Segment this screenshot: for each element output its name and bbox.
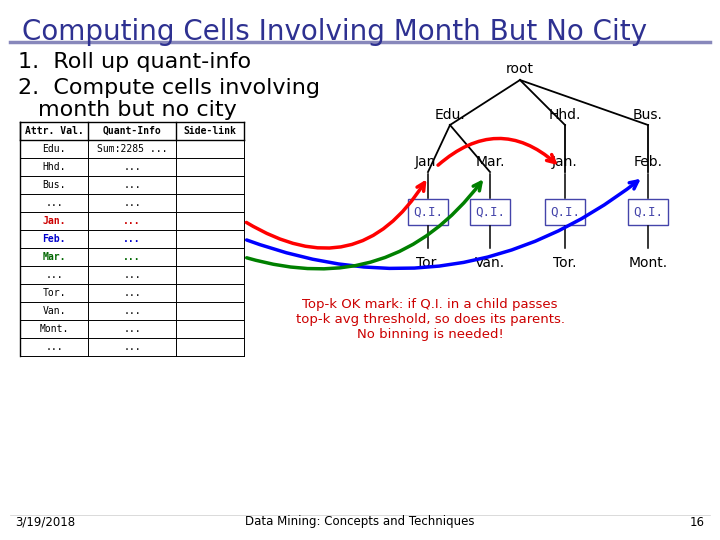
Text: ...: ... — [123, 216, 141, 226]
Text: Data Mining: Concepts and Techniques: Data Mining: Concepts and Techniques — [246, 516, 474, 529]
Bar — [408, 199, 448, 225]
Text: ...: ... — [45, 270, 63, 280]
Text: Q.I.: Q.I. — [475, 206, 505, 219]
FancyArrowPatch shape — [438, 138, 555, 165]
Text: Edu.: Edu. — [435, 108, 465, 122]
Text: Jan.: Jan. — [415, 155, 441, 169]
Text: Q.I.: Q.I. — [550, 206, 580, 219]
Text: root: root — [506, 62, 534, 76]
Text: Mont.: Mont. — [40, 324, 68, 334]
Text: ...: ... — [45, 198, 63, 208]
Text: Q.I.: Q.I. — [413, 206, 443, 219]
Text: ...: ... — [123, 324, 141, 334]
Bar — [628, 199, 668, 225]
Bar — [545, 199, 585, 225]
Text: Mar.: Mar. — [42, 252, 66, 262]
Text: Top-k OK mark: if Q.I. in a child passes
top-k avg threshold, so does its parent: Top-k OK mark: if Q.I. in a child passes… — [295, 298, 564, 341]
Text: Tor.: Tor. — [553, 256, 577, 270]
Text: Mont.: Mont. — [629, 256, 667, 270]
Text: Quant-Info: Quant-Info — [103, 126, 161, 136]
Text: ...: ... — [123, 288, 141, 298]
Text: ...: ... — [123, 198, 141, 208]
Text: Q.I.: Q.I. — [633, 206, 663, 219]
Text: Bus.: Bus. — [42, 180, 66, 190]
Text: ...: ... — [123, 252, 141, 262]
Text: Hhd.: Hhd. — [549, 108, 581, 122]
Text: Edu.: Edu. — [42, 144, 66, 154]
Text: Sum:2285 ...: Sum:2285 ... — [96, 144, 167, 154]
Text: Tor.: Tor. — [42, 288, 66, 298]
Text: Computing Cells Involving Month But No City: Computing Cells Involving Month But No C… — [22, 18, 647, 46]
Bar — [470, 199, 510, 225]
Text: Van.: Van. — [475, 256, 505, 270]
Text: ...: ... — [123, 162, 141, 172]
Text: 3/19/2018: 3/19/2018 — [15, 516, 75, 529]
Text: 1.  Roll up quant-info: 1. Roll up quant-info — [18, 52, 251, 72]
Text: ...: ... — [123, 270, 141, 280]
Text: Bus.: Bus. — [633, 108, 663, 122]
Text: Side-link: Side-link — [184, 126, 236, 136]
FancyArrowPatch shape — [247, 181, 638, 268]
Text: 2.  Compute cells involving: 2. Compute cells involving — [18, 78, 320, 98]
Text: 16: 16 — [690, 516, 705, 529]
Text: ...: ... — [123, 234, 141, 244]
Text: Jan.: Jan. — [42, 216, 66, 226]
Text: ...: ... — [123, 306, 141, 316]
Text: Hhd.: Hhd. — [42, 162, 66, 172]
Text: ...: ... — [123, 342, 141, 352]
Text: Feb.: Feb. — [42, 234, 66, 244]
FancyArrowPatch shape — [247, 183, 481, 269]
Text: ...: ... — [45, 342, 63, 352]
Text: Van.: Van. — [42, 306, 66, 316]
Text: Mar.: Mar. — [475, 155, 505, 169]
Text: Feb.: Feb. — [634, 155, 662, 169]
Text: month but no city: month but no city — [38, 100, 237, 120]
Text: Jan.: Jan. — [552, 155, 578, 169]
FancyArrowPatch shape — [246, 183, 425, 248]
Text: ...: ... — [123, 180, 141, 190]
Text: Tor.: Tor. — [416, 256, 440, 270]
Text: Attr. Val.: Attr. Val. — [24, 126, 84, 136]
